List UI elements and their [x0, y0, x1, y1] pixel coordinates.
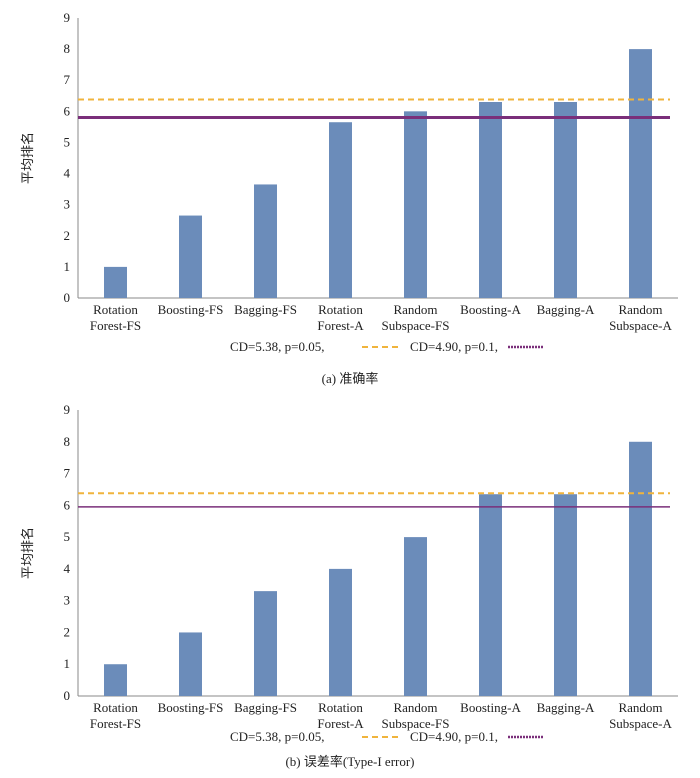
bar: [104, 266, 127, 298]
legend-label-p01: CD=4.90, p=0.1,: [410, 339, 498, 354]
legend-label-p005: CD=5.38, p=0.05,: [230, 339, 324, 354]
bar: [629, 49, 652, 298]
y-tick-label: 9: [64, 402, 71, 417]
bar: [479, 494, 502, 696]
x-tick-label: Boosting-FS: [158, 302, 224, 317]
x-tick-label: Bagging-A: [537, 302, 595, 317]
chart-caption: (b) 误差率(Type-I error): [285, 754, 414, 769]
bar: [179, 215, 202, 298]
x-tick-label: Rotation Forest-FS: [90, 700, 141, 731]
bar: [554, 102, 577, 298]
chart-panel-a: 平均排名 0 1 2 3 4 5 6 7 8 9 Rotation Forest-FS Boosting-…: [20, 10, 678, 386]
x-tick-label: Bagging-A: [537, 700, 595, 715]
y-axis-label: 平均排名: [20, 527, 35, 579]
x-tick-label: Random Subspace-FS: [382, 700, 450, 731]
y-tick-label: 5: [64, 134, 71, 149]
x-tick-label: Boosting-A: [460, 302, 521, 317]
bar: [404, 111, 427, 298]
y-tick-label: 4: [64, 166, 71, 181]
y-tick-label: 0: [64, 290, 71, 305]
y-tick-label: 5: [64, 529, 71, 544]
bar: [629, 441, 652, 696]
y-axis-label: 平均排名: [20, 132, 35, 184]
y-tick-label: 3: [64, 593, 71, 608]
bar: [554, 494, 577, 696]
bar: [104, 664, 127, 696]
y-tick-label: 0: [64, 688, 71, 703]
bar: [479, 102, 502, 298]
x-tick-label: Rotation Forest-A: [317, 700, 364, 731]
x-tick-label: Boosting-A: [460, 700, 521, 715]
chart-panel-b: 平均排名 0 1 2 3 4 5 6 7 8 9 Rotation Forest-FS Boosting-…: [20, 402, 678, 769]
chart-caption: (a) 准确率: [322, 371, 379, 386]
bar: [254, 591, 277, 696]
bar: [179, 632, 202, 696]
x-tick-label: Boosting-FS: [158, 700, 224, 715]
y-tick-label: 6: [64, 497, 71, 512]
y-tick-label: 2: [64, 228, 71, 243]
y-tick-label: 8: [64, 434, 71, 449]
bar: [329, 568, 352, 696]
x-tick-label: Rotation Forest-FS: [90, 302, 141, 333]
bar: [254, 184, 277, 298]
y-tick-label: 3: [64, 197, 71, 212]
bar: [329, 122, 352, 298]
x-tick-label: Bagging-FS: [234, 302, 297, 317]
x-tick-label: Bagging-FS: [234, 700, 297, 715]
x-tick-label: Rotation Forest-A: [317, 302, 364, 333]
y-tick-label: 2: [64, 624, 71, 639]
y-tick-label: 8: [64, 41, 71, 56]
y-tick-label: 4: [64, 561, 71, 576]
y-tick-label: 1: [64, 259, 71, 274]
y-tick-label: 7: [64, 72, 71, 87]
x-tick-label: Random Subspace-A: [609, 302, 672, 333]
y-tick-label: 6: [64, 103, 71, 118]
x-tick-label: Random Subspace-FS: [382, 302, 450, 333]
y-tick-label: 9: [64, 10, 71, 25]
y-tick-label: 1: [64, 656, 71, 671]
bar: [404, 537, 427, 696]
legend-label-p005: CD=5.38, p=0.05,: [230, 729, 324, 744]
y-tick-label: 7: [64, 466, 71, 481]
legend-label-p01: CD=4.90, p=0.1,: [410, 729, 498, 744]
x-tick-label: Random Subspace-A: [609, 700, 672, 731]
